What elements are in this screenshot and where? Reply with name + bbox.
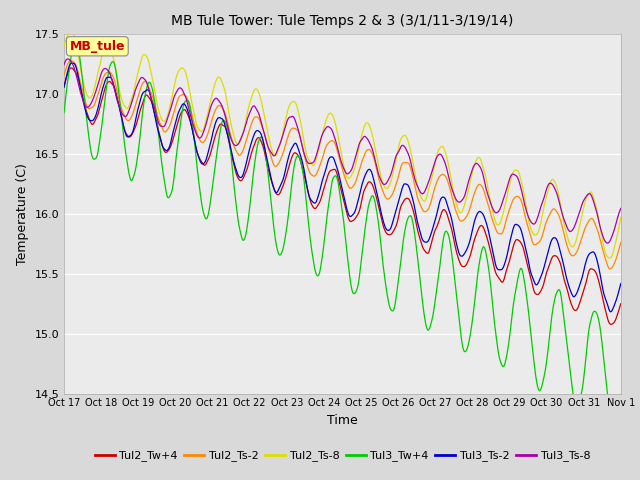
Y-axis label: Temperature (C): Temperature (C) [16,163,29,264]
X-axis label: Time: Time [327,414,358,427]
Title: MB Tule Tower: Tule Temps 2 & 3 (3/1/11-3/19/14): MB Tule Tower: Tule Temps 2 & 3 (3/1/11-… [172,14,513,28]
Text: MB_tule: MB_tule [70,40,125,53]
Legend: Tul2_Tw+4, Tul2_Ts-2, Tul2_Ts-8, Tul3_Tw+4, Tul3_Ts-2, Tul3_Ts-8: Tul2_Tw+4, Tul2_Ts-2, Tul2_Ts-8, Tul3_Tw… [90,446,595,466]
